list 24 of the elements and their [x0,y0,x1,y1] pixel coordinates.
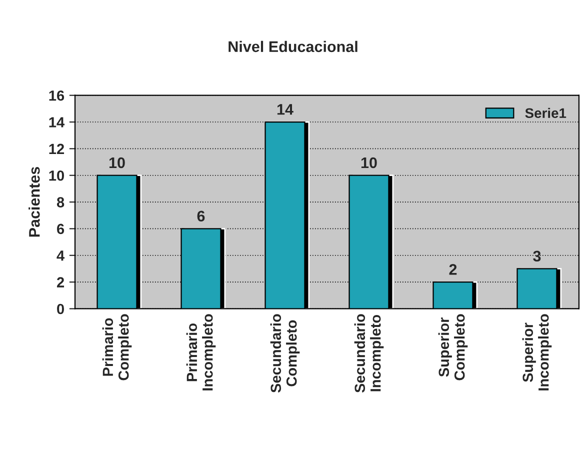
x-tick-label: Secundario Completo [270,314,300,393]
data-label: 10 [109,157,125,168]
x-tick-label: Secundario Incompleto [354,314,384,393]
y-tick-label: 12 [49,144,64,154]
y-tick-label: 14 [49,117,65,128]
data-label: 3 [533,250,541,262]
y-tick-label: 10 [49,170,64,181]
data-label: 2 [449,264,457,275]
legend-label: Serie1 [525,108,566,118]
x-tick-label: Superior Completo [438,314,468,380]
chart-title: Nivel Educacional [228,40,358,52]
data-label: 14 [277,104,294,115]
y-tick-label: 2 [56,277,64,288]
x-tick-label: Primario Completo [102,314,132,380]
y-axis-title: Pacientes [28,166,40,237]
y-tick-label: 0 [57,304,64,314]
data-label: 6 [197,210,205,222]
y-tick-label: 8 [56,197,64,208]
y-tick-label: 16 [49,90,64,101]
y-tick-label: 4 [56,250,65,261]
x-tick-label: Superior Incompleto [522,314,552,390]
x-tick-label: Primario Incompleto [186,314,216,390]
data-label: 10 [361,157,377,168]
y-tick-label: 6 [57,224,64,234]
